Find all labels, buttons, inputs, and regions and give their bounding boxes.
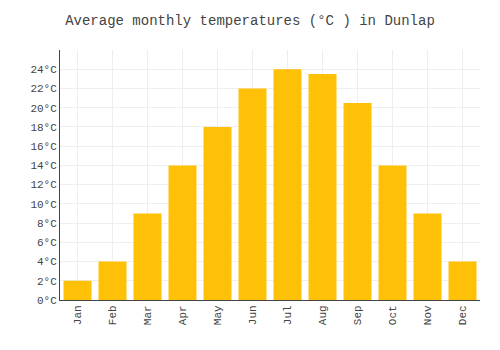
svg-text:12°C: 12°C <box>30 179 57 191</box>
svg-text:Aug: Aug <box>317 305 329 325</box>
svg-text:Jan: Jan <box>72 305 84 325</box>
svg-text:Jul: Jul <box>282 305 294 325</box>
svg-text:20°C: 20°C <box>30 103 57 115</box>
svg-text:6°C: 6°C <box>37 237 57 249</box>
svg-text:10°C: 10°C <box>30 199 57 211</box>
svg-text:Mar: Mar <box>142 305 154 325</box>
svg-text:14°C: 14°C <box>30 160 57 172</box>
svg-text:8°C: 8°C <box>37 218 57 230</box>
svg-text:Oct: Oct <box>387 305 399 325</box>
svg-text:Nov: Nov <box>422 305 434 325</box>
svg-text:Sep: Sep <box>352 305 364 325</box>
svg-text:18°C: 18°C <box>30 122 57 134</box>
svg-text:Feb: Feb <box>107 305 119 325</box>
svg-text:22°C: 22°C <box>30 83 57 95</box>
svg-text:Dec: Dec <box>457 305 469 325</box>
svg-text:4°C: 4°C <box>37 256 57 268</box>
svg-text:Jun: Jun <box>247 305 259 325</box>
svg-text:24°C: 24°C <box>30 64 57 76</box>
svg-text:Average monthly temperatures (: Average monthly temperatures (°C ) in Du… <box>65 13 435 29</box>
svg-text:May: May <box>212 305 224 325</box>
svg-text:0°C: 0°C <box>37 295 57 307</box>
svg-text:16°C: 16°C <box>30 141 57 153</box>
svg-text:2°C: 2°C <box>37 276 57 288</box>
svg-text:Apr: Apr <box>177 305 189 325</box>
